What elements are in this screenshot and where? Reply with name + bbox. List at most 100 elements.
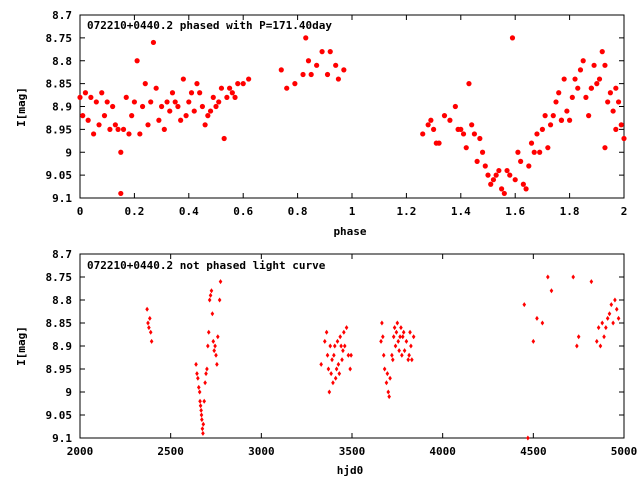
phased-data-point xyxy=(610,108,616,114)
phased-data-point xyxy=(112,122,118,128)
unphased-data-point xyxy=(602,334,606,340)
phased-data-point xyxy=(490,177,497,183)
phased-data-point xyxy=(605,99,611,105)
phased-data-point xyxy=(469,122,475,128)
unphased-data-point xyxy=(390,352,394,358)
phased-data-point xyxy=(123,94,129,100)
unphased-x-tick-label: 3500 xyxy=(339,445,366,458)
phased-x-tick-label: 1.8 xyxy=(560,205,580,218)
unphased-data-point xyxy=(382,366,387,372)
phased-data-point xyxy=(550,113,556,119)
unphased-data-point xyxy=(381,334,385,340)
unphased-data-point xyxy=(334,366,339,372)
unphased-data-point xyxy=(399,325,403,331)
unphased-data-point xyxy=(379,338,383,344)
phased-data-point xyxy=(88,94,94,100)
phased-y-tick-label: 9.1 xyxy=(52,192,72,205)
unphased-y-tick-label: 9.1 xyxy=(52,432,72,445)
phased-data-point xyxy=(512,177,518,183)
phased-data-point xyxy=(526,163,532,169)
phased-data-point xyxy=(216,99,222,105)
phased-data-point xyxy=(82,90,89,96)
phased-data-point xyxy=(479,149,486,155)
unphased-data-point xyxy=(211,338,216,344)
phased-data-point xyxy=(118,149,124,155)
unphased-data-point xyxy=(208,292,213,298)
phased-data-point xyxy=(183,113,189,119)
unphased-data-point xyxy=(604,325,608,331)
unphased-data-point xyxy=(386,389,391,395)
phased-data-point xyxy=(602,62,608,68)
unphased-y-tick-label: 9 xyxy=(65,386,72,399)
phased-data-point xyxy=(504,167,510,174)
phased-data-point xyxy=(452,103,458,110)
unphased-data-point xyxy=(385,371,390,377)
phased-data-points xyxy=(77,35,627,197)
unphased-data-point xyxy=(202,398,207,404)
phased-chart-title: 072210+0440.2 phased with P=171.40day xyxy=(87,19,332,32)
phased-x-tick-label: 0.8 xyxy=(288,205,308,218)
phased-data-point xyxy=(488,181,494,187)
unphased-data-point xyxy=(335,338,340,344)
phased-data-point xyxy=(621,135,627,142)
unphased-data-point xyxy=(589,279,594,285)
unphased-x-tick-label: 5000 xyxy=(611,445,638,458)
phased-data-point xyxy=(596,76,603,82)
phased-data-point xyxy=(613,85,619,91)
unphased-data-point xyxy=(398,334,402,340)
unphased-data-point xyxy=(549,288,554,294)
unphased-data-point xyxy=(199,407,203,413)
unphased-data-point xyxy=(146,320,150,326)
phased-data-point xyxy=(213,103,219,110)
phased-data-point xyxy=(466,81,472,87)
unphased-data-point xyxy=(148,315,152,321)
unphased-y-tick-label: 8.85 xyxy=(46,317,73,330)
unphased-data-point xyxy=(394,329,399,335)
unphased-x-tick-label: 4500 xyxy=(520,445,547,458)
phased-data-point xyxy=(327,49,333,55)
phased-data-point xyxy=(537,149,543,155)
phased-y-tick-label: 9 xyxy=(65,146,72,159)
phased-x-tick-label: 0.4 xyxy=(179,205,199,218)
phased-data-point xyxy=(531,149,537,155)
unphased-data-point xyxy=(218,279,223,285)
phased-data-point xyxy=(615,99,622,105)
phased-data-point xyxy=(420,131,426,137)
unphased-data-point xyxy=(387,394,391,400)
phased-data-point xyxy=(120,126,127,132)
unphased-y-tick-label: 9.05 xyxy=(46,409,73,422)
phased-data-point xyxy=(221,135,227,142)
unphased-data-point xyxy=(384,380,389,386)
phased-data-point xyxy=(425,122,431,128)
phased-data-point xyxy=(115,126,121,132)
phased-y-tick-label: 8.7 xyxy=(52,9,72,22)
phased-data-point xyxy=(172,99,178,105)
phased-data-point xyxy=(161,126,167,132)
phased-x-tick-label: 1 xyxy=(349,205,356,218)
phased-data-point xyxy=(586,113,592,119)
phased-data-point xyxy=(477,135,483,142)
unphased-data-point xyxy=(147,325,151,331)
phased-data-point xyxy=(207,108,214,114)
phased-data-point xyxy=(186,99,192,105)
unphased-data-point xyxy=(576,334,581,340)
phased-data-point xyxy=(167,108,173,114)
unphased-data-point xyxy=(613,297,617,303)
phased-data-point xyxy=(528,140,535,146)
phased-data-point xyxy=(240,81,246,87)
phased-data-point xyxy=(178,117,184,123)
phased-data-point xyxy=(91,131,97,137)
phased-data-point xyxy=(441,113,448,119)
phased-x-tick-label: 1.2 xyxy=(396,205,416,218)
unphased-data-point xyxy=(206,329,211,335)
phased-data-point xyxy=(501,190,507,197)
phased-data-point xyxy=(335,76,341,82)
phased-data-point xyxy=(542,113,548,119)
unphased-data-point xyxy=(201,430,205,436)
phased-data-point xyxy=(175,103,181,110)
unphased-data-point xyxy=(396,338,401,344)
unphased-data-point xyxy=(598,343,603,349)
unphased-data-point xyxy=(196,384,201,390)
